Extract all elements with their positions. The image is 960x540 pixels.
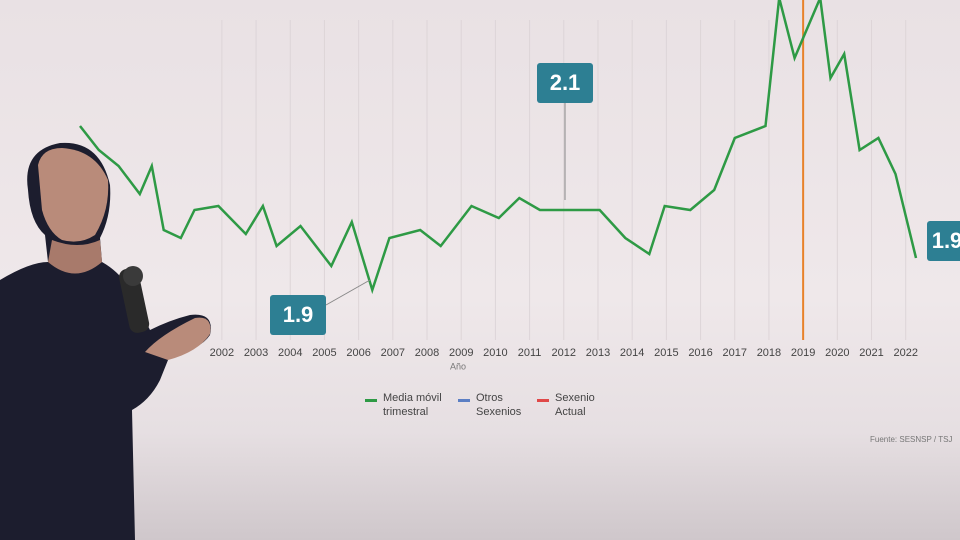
- legend-swatch: [537, 399, 549, 402]
- callout-box: [927, 221, 960, 261]
- x-tick-label: 2006: [346, 347, 370, 359]
- legend-label: Sexenio Actual: [555, 392, 595, 418]
- legend-swatch: [458, 399, 470, 402]
- x-tick-label: 2004: [278, 347, 302, 359]
- x-tick-label: 2007: [381, 347, 405, 359]
- x-tick-label: 2008: [415, 347, 439, 359]
- x-tick-label: 2015: [654, 347, 678, 359]
- callout-leader: [325, 279, 371, 306]
- x-tick-label: 2002: [210, 347, 234, 359]
- x-tick-label: 2011: [518, 347, 542, 359]
- x-tick-label: 2005: [312, 347, 336, 359]
- x-axis-label: Año: [450, 361, 466, 371]
- x-tick-label: 2003: [244, 347, 268, 359]
- callout-box: [537, 63, 593, 103]
- x-tick-label: 2022: [893, 347, 917, 359]
- legend-label: Otros Sexenios: [476, 392, 522, 418]
- callout-box: [270, 295, 326, 335]
- x-tick-label: 2014: [620, 347, 644, 359]
- callout-label: 1.9: [932, 228, 960, 253]
- x-tick-label: 2013: [586, 347, 610, 359]
- x-tick-label: 2019: [791, 347, 815, 359]
- x-tick-label: 2020: [825, 347, 849, 359]
- series-line: [79, 0, 918, 295]
- x-tick-label: 2016: [688, 347, 712, 359]
- x-tick-label: 2012: [552, 347, 576, 359]
- legend-label: Media móvil trimestral: [383, 392, 442, 418]
- x-tick-label: 2010: [483, 347, 507, 359]
- callout-label: 1.9: [283, 302, 314, 327]
- x-tick-label: 2017: [723, 347, 747, 359]
- x-tick-label: 2009: [449, 347, 473, 359]
- legend-swatch: [365, 399, 377, 402]
- x-tick-label: 2021: [859, 347, 883, 359]
- x-tick-label: 2018: [757, 347, 781, 359]
- callout-label: 2.1: [550, 70, 581, 95]
- source-note: Fuente: SESNSP / TSJ: [870, 435, 952, 444]
